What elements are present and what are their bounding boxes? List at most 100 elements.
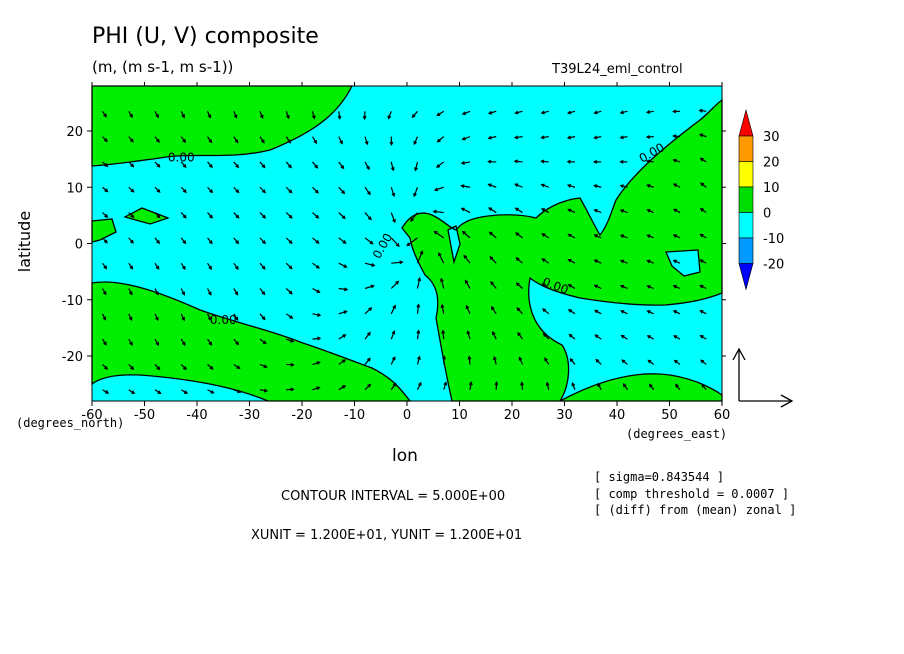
wind-vector <box>462 110 471 115</box>
wind-vector-head <box>620 335 625 339</box>
wind-vector-head <box>314 164 319 169</box>
wind-vector-head <box>567 309 572 313</box>
wind-vector-head <box>513 135 519 140</box>
wind-vector-head <box>672 259 677 264</box>
wind-vector-head <box>343 264 348 268</box>
wind-vector <box>390 383 397 391</box>
wind-vector-head <box>406 242 411 247</box>
wind-vector-head <box>672 183 678 188</box>
wind-vector-head <box>645 134 650 139</box>
wind-vector-head <box>288 214 293 219</box>
wind-vector <box>338 334 346 340</box>
wind-vector-head <box>460 184 465 189</box>
wind-vector-head <box>235 189 240 194</box>
wind-vector <box>469 382 472 390</box>
wind-vector-head <box>463 254 468 259</box>
wind-vector-head <box>699 208 704 212</box>
wind-vector <box>462 231 471 239</box>
wind-vector-head <box>234 316 239 321</box>
y-tick-label: 10 <box>66 181 83 196</box>
wind-vector-head <box>417 276 422 282</box>
contour-line <box>665 249 701 277</box>
wind-vector <box>416 382 422 391</box>
wind-vector <box>436 161 445 168</box>
wind-vector-head <box>366 357 371 362</box>
wind-vector-head <box>438 252 442 257</box>
wind-vector-head <box>156 163 161 168</box>
wind-vector <box>436 110 445 116</box>
wind-vector <box>312 186 319 194</box>
wind-vector-head <box>103 265 108 270</box>
wind-vector <box>338 136 343 144</box>
wind-vector-head <box>261 139 265 144</box>
wind-vector-head <box>314 189 319 194</box>
wind-vector-head <box>367 191 371 196</box>
wind-vector <box>312 287 320 293</box>
wind-vector <box>390 357 396 365</box>
wind-vector <box>390 331 395 340</box>
wind-vector-head <box>181 265 186 271</box>
wind-vector-head <box>675 383 679 388</box>
reference-vector-horizontal-head <box>780 394 794 408</box>
wind-vector <box>541 208 550 214</box>
wind-vector-head <box>207 114 212 119</box>
contour-interval: CONTOUR INTERVAL = 5.000E+00 <box>281 489 506 504</box>
wind-vector <box>312 237 320 244</box>
wind-vector-head <box>699 335 704 339</box>
wind-vector <box>515 232 523 239</box>
wind-vector-head <box>390 167 395 172</box>
wind-vector-head <box>182 214 187 219</box>
contour-line <box>401 98 723 402</box>
wind-vector-head <box>514 207 519 212</box>
wind-vector <box>338 237 346 244</box>
wind-vector-head <box>492 330 496 336</box>
wind-vector-head <box>566 135 572 140</box>
wind-vector-head <box>105 390 110 394</box>
wind-vector-head <box>342 240 347 244</box>
wind-vector-head <box>261 265 266 270</box>
wind-vector <box>462 136 471 140</box>
wind-vector-head <box>235 164 240 169</box>
wind-vector-head <box>290 362 295 367</box>
wind-vector-head <box>620 310 625 314</box>
wind-vector <box>364 136 368 145</box>
wind-vector-head <box>436 138 441 143</box>
wind-vector-head <box>369 240 374 245</box>
wind-vector-head <box>337 115 342 120</box>
wind-vector-head <box>441 329 446 334</box>
wind-vector-head <box>541 208 546 212</box>
wind-vector <box>416 330 420 340</box>
wind-vector-head <box>593 259 598 263</box>
wind-vector-head <box>157 390 162 395</box>
wind-vector-head <box>317 313 322 317</box>
wind-vector-head <box>130 214 135 219</box>
wind-vector-head <box>128 316 133 321</box>
wind-vector <box>442 330 445 340</box>
wind-vector-head <box>261 164 266 169</box>
colorbar: 30 20 10 0 -10 -20 <box>738 108 784 291</box>
wind-vector-head <box>366 166 370 171</box>
wind-vector-head <box>182 189 187 194</box>
wind-vector-head <box>315 214 320 219</box>
wind-vector-head <box>155 114 159 119</box>
colorbar-label: -10 <box>763 232 784 247</box>
x-tick-label: -30 <box>239 408 260 423</box>
wind-vector <box>338 262 347 268</box>
wind-vector <box>364 285 374 290</box>
x-tick-label: 30 <box>556 408 573 423</box>
colorbar-label: 30 <box>763 130 780 145</box>
positive-region-sw <box>92 281 410 401</box>
wind-vector-head <box>288 240 293 245</box>
wind-vector <box>516 282 523 289</box>
contour-labels: 0.000.000.000.000.00 <box>168 140 667 327</box>
contour-line <box>447 225 461 265</box>
wind-vector <box>312 212 319 219</box>
wind-vector <box>437 136 445 143</box>
wind-vector-head <box>371 263 376 267</box>
colorbar-triangle-top <box>738 108 754 137</box>
wind-vector-head <box>104 365 109 370</box>
wind-vector-head <box>387 115 392 120</box>
wind-vector <box>312 262 320 269</box>
wind-vector-head <box>261 316 266 321</box>
wind-vector-head <box>155 291 159 296</box>
